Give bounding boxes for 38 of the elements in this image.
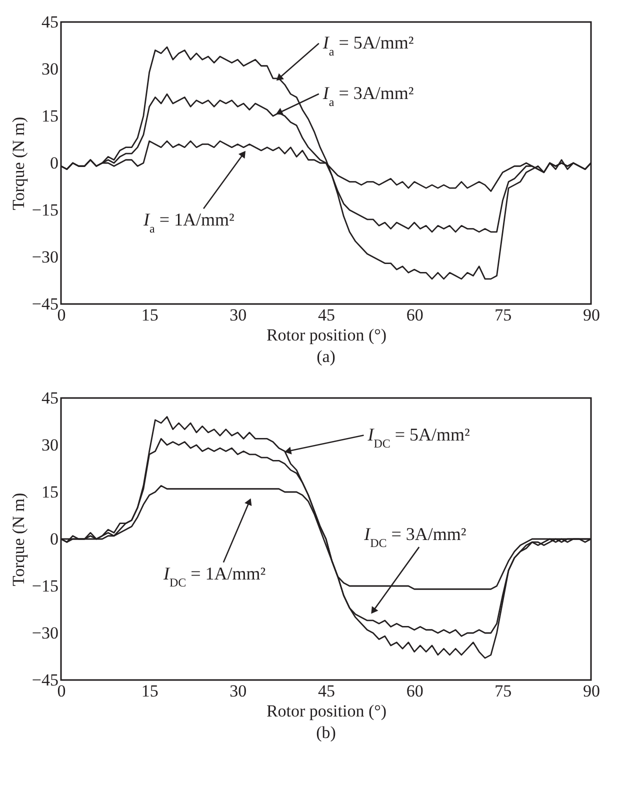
y-tick-label: −45	[32, 294, 58, 314]
annotation: I$_{DC}$ = 5A/mm²	[366, 424, 470, 450]
annotation: I$_{a}$ = 1A/mm²	[142, 210, 234, 236]
y-tick-label: 30	[42, 60, 58, 78]
y-tick-label: 15	[42, 482, 58, 502]
annotation: I$_{DC}$ = 1A/mm²	[162, 563, 266, 590]
x-axis-title: Rotor position (°)	[266, 702, 387, 720]
y-axis-title: Torque (N m)	[8, 492, 28, 586]
y-axis-title: Torque (N m)	[8, 116, 28, 210]
y-tick-label: 45	[42, 388, 58, 408]
x-tick-label: 90	[583, 682, 600, 700]
annotation: I$_{a}$ = 5A/mm²	[322, 32, 414, 58]
y-tick-label: 30	[42, 436, 58, 454]
x-tick-label: 15	[141, 306, 158, 324]
y-tick-label: −15	[32, 576, 58, 596]
y-tick-label: 0	[50, 530, 58, 548]
y-tick-label: 45	[42, 12, 58, 32]
x-axis-title: Rotor position (°)	[266, 326, 387, 344]
x-tick-label: 60	[406, 682, 424, 700]
text: (b)	[316, 723, 336, 742]
y-tick-label: −30	[32, 248, 58, 266]
x-tick-label: 30	[230, 682, 247, 700]
y-tick-label: 15	[42, 106, 58, 126]
x-tick-label: 15	[141, 682, 158, 700]
y-tick-label: −45	[32, 670, 58, 690]
y-tick-label: −15	[32, 200, 58, 220]
x-tick-label: 75	[494, 682, 512, 700]
annotation: I$_{a}$ = 3A/mm²	[322, 82, 414, 109]
x-tick-label: 90	[583, 306, 600, 324]
annotation: I$_{DC}$ = 3A/mm²	[363, 524, 466, 550]
text: (a)	[316, 347, 336, 366]
y-tick-label: 0	[50, 154, 58, 172]
x-tick-label: 45	[318, 306, 335, 324]
x-tick-label: 30	[230, 306, 247, 324]
x-tick-label: 45	[318, 682, 335, 700]
y-tick-label: −30	[32, 624, 58, 642]
x-tick-label: 75	[494, 306, 512, 324]
x-tick-label: 60	[406, 306, 424, 324]
